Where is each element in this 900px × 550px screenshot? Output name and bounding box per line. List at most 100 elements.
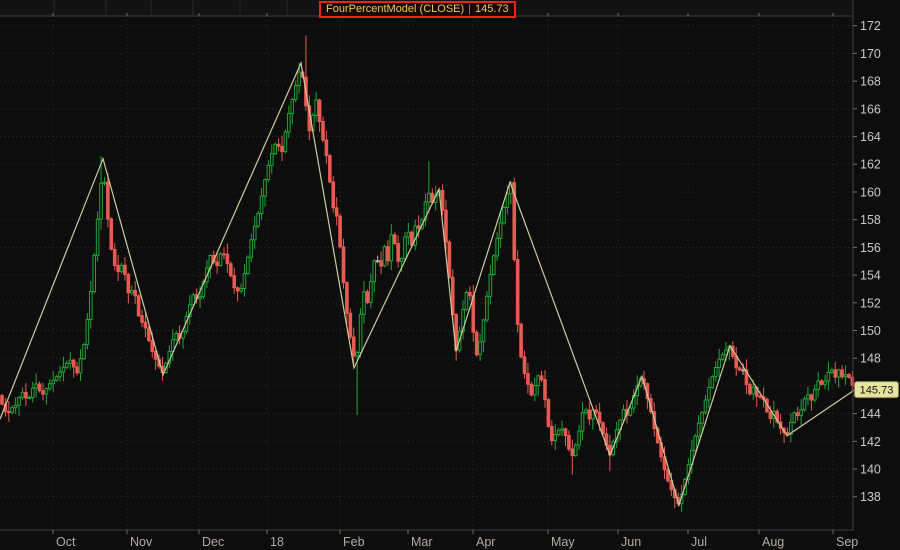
candle-body (734, 355, 739, 369)
candle-body (34, 383, 38, 389)
candle-body (314, 99, 318, 116)
x-tick-label: Oct (56, 535, 76, 549)
candle-body (334, 207, 339, 217)
x-tick-label: Mar (411, 535, 433, 549)
candle-body (129, 289, 134, 294)
price-axis[interactable]: 1381401421441461481501521541561581601621… (853, 19, 881, 504)
candle-body (259, 195, 264, 214)
candle-body (321, 121, 325, 141)
y-tick-label: 168 (860, 75, 881, 89)
candle-body (498, 222, 503, 239)
y-tick-label: 148 (860, 352, 881, 366)
candle-body (529, 383, 534, 396)
x-tick-label: Aug (762, 535, 784, 549)
candle-body (526, 373, 530, 385)
candle-body (365, 291, 370, 303)
candle-body (550, 425, 554, 442)
candle-body (594, 409, 599, 413)
candle-body (85, 318, 90, 346)
candle-body (338, 215, 342, 248)
candle-body (68, 359, 73, 364)
x-tick-label: 18 (270, 535, 284, 549)
candle-body (505, 193, 510, 209)
candle-body (341, 246, 346, 284)
candles-series[interactable] (0, 35, 855, 512)
candle-body (20, 391, 25, 398)
candle-body (809, 394, 814, 401)
y-tick-label: 138 (860, 490, 881, 504)
candle-body (512, 182, 517, 260)
candle-body (263, 179, 267, 197)
y-tick-label: 142 (860, 435, 881, 449)
candle-body (116, 264, 120, 273)
x-tick-label: Sep (836, 535, 858, 549)
candle-body (553, 434, 558, 442)
candle-body (799, 409, 803, 417)
candle-body (218, 253, 223, 267)
candle-body (181, 330, 185, 339)
time-axis[interactable]: Oct Nov Dec 18 Feb Mar Apr May Jun Jul Aug Sep (52, 13, 858, 549)
candle-body (386, 246, 390, 262)
candle-body (112, 248, 117, 266)
candle-body (54, 376, 59, 381)
candle-body (795, 412, 800, 417)
candle-body (358, 313, 363, 353)
candle-body (700, 411, 704, 424)
candle-body (666, 469, 670, 482)
gridlines (0, 16, 853, 530)
candle-body (710, 376, 715, 389)
study-value: 145.73 (475, 3, 509, 15)
candle-body (707, 387, 711, 401)
candle-body (17, 396, 21, 406)
candle-body (737, 367, 742, 371)
candle-body (41, 390, 45, 395)
candle-body (481, 319, 486, 343)
candle-body (812, 388, 817, 401)
candle-body (102, 181, 107, 184)
candle-body (269, 153, 274, 166)
y-tick-label: 154 (860, 269, 881, 283)
candle-body (816, 380, 820, 390)
x-tick-label: Apr (476, 535, 495, 549)
candle-body (560, 428, 564, 431)
candle-body (532, 385, 537, 396)
candle-body (293, 85, 298, 100)
candle-body (150, 340, 155, 352)
y-tick-label: 156 (860, 241, 881, 255)
study-label[interactable]: FourPercentModel (CLOSE) | 145.73 (319, 1, 516, 18)
candle-body (502, 207, 506, 224)
y-tick-label: 164 (860, 130, 881, 144)
candle-body (416, 225, 421, 229)
candle-body (283, 131, 288, 153)
fourpercentmodel-line[interactable] (0, 61, 856, 508)
candle-body (369, 281, 373, 303)
candle-body (601, 422, 605, 435)
candle-body (720, 354, 725, 360)
y-tick-label: 160 (860, 185, 881, 199)
candle-body (840, 369, 844, 378)
candle-body (71, 359, 76, 368)
candle-body (539, 375, 544, 381)
candle-body (833, 369, 838, 378)
candle-body (587, 409, 592, 420)
x-tick-label: May (551, 535, 575, 549)
candle-body (290, 98, 295, 115)
candle-body (61, 366, 66, 373)
candle-body (235, 287, 240, 292)
candle-body (198, 296, 202, 300)
candle-body (239, 287, 243, 292)
candle-body (229, 263, 233, 277)
candle-body (242, 272, 247, 289)
candle-body (51, 379, 56, 385)
candle-body (515, 258, 520, 325)
candle-body (584, 409, 588, 414)
candle-body (355, 351, 359, 357)
candle-body (679, 493, 684, 505)
candle-body (273, 143, 277, 155)
candle-body (573, 444, 578, 457)
candle-body (324, 139, 329, 157)
candle-body (713, 367, 718, 378)
candle-body (478, 341, 482, 356)
candle-body (246, 256, 250, 274)
